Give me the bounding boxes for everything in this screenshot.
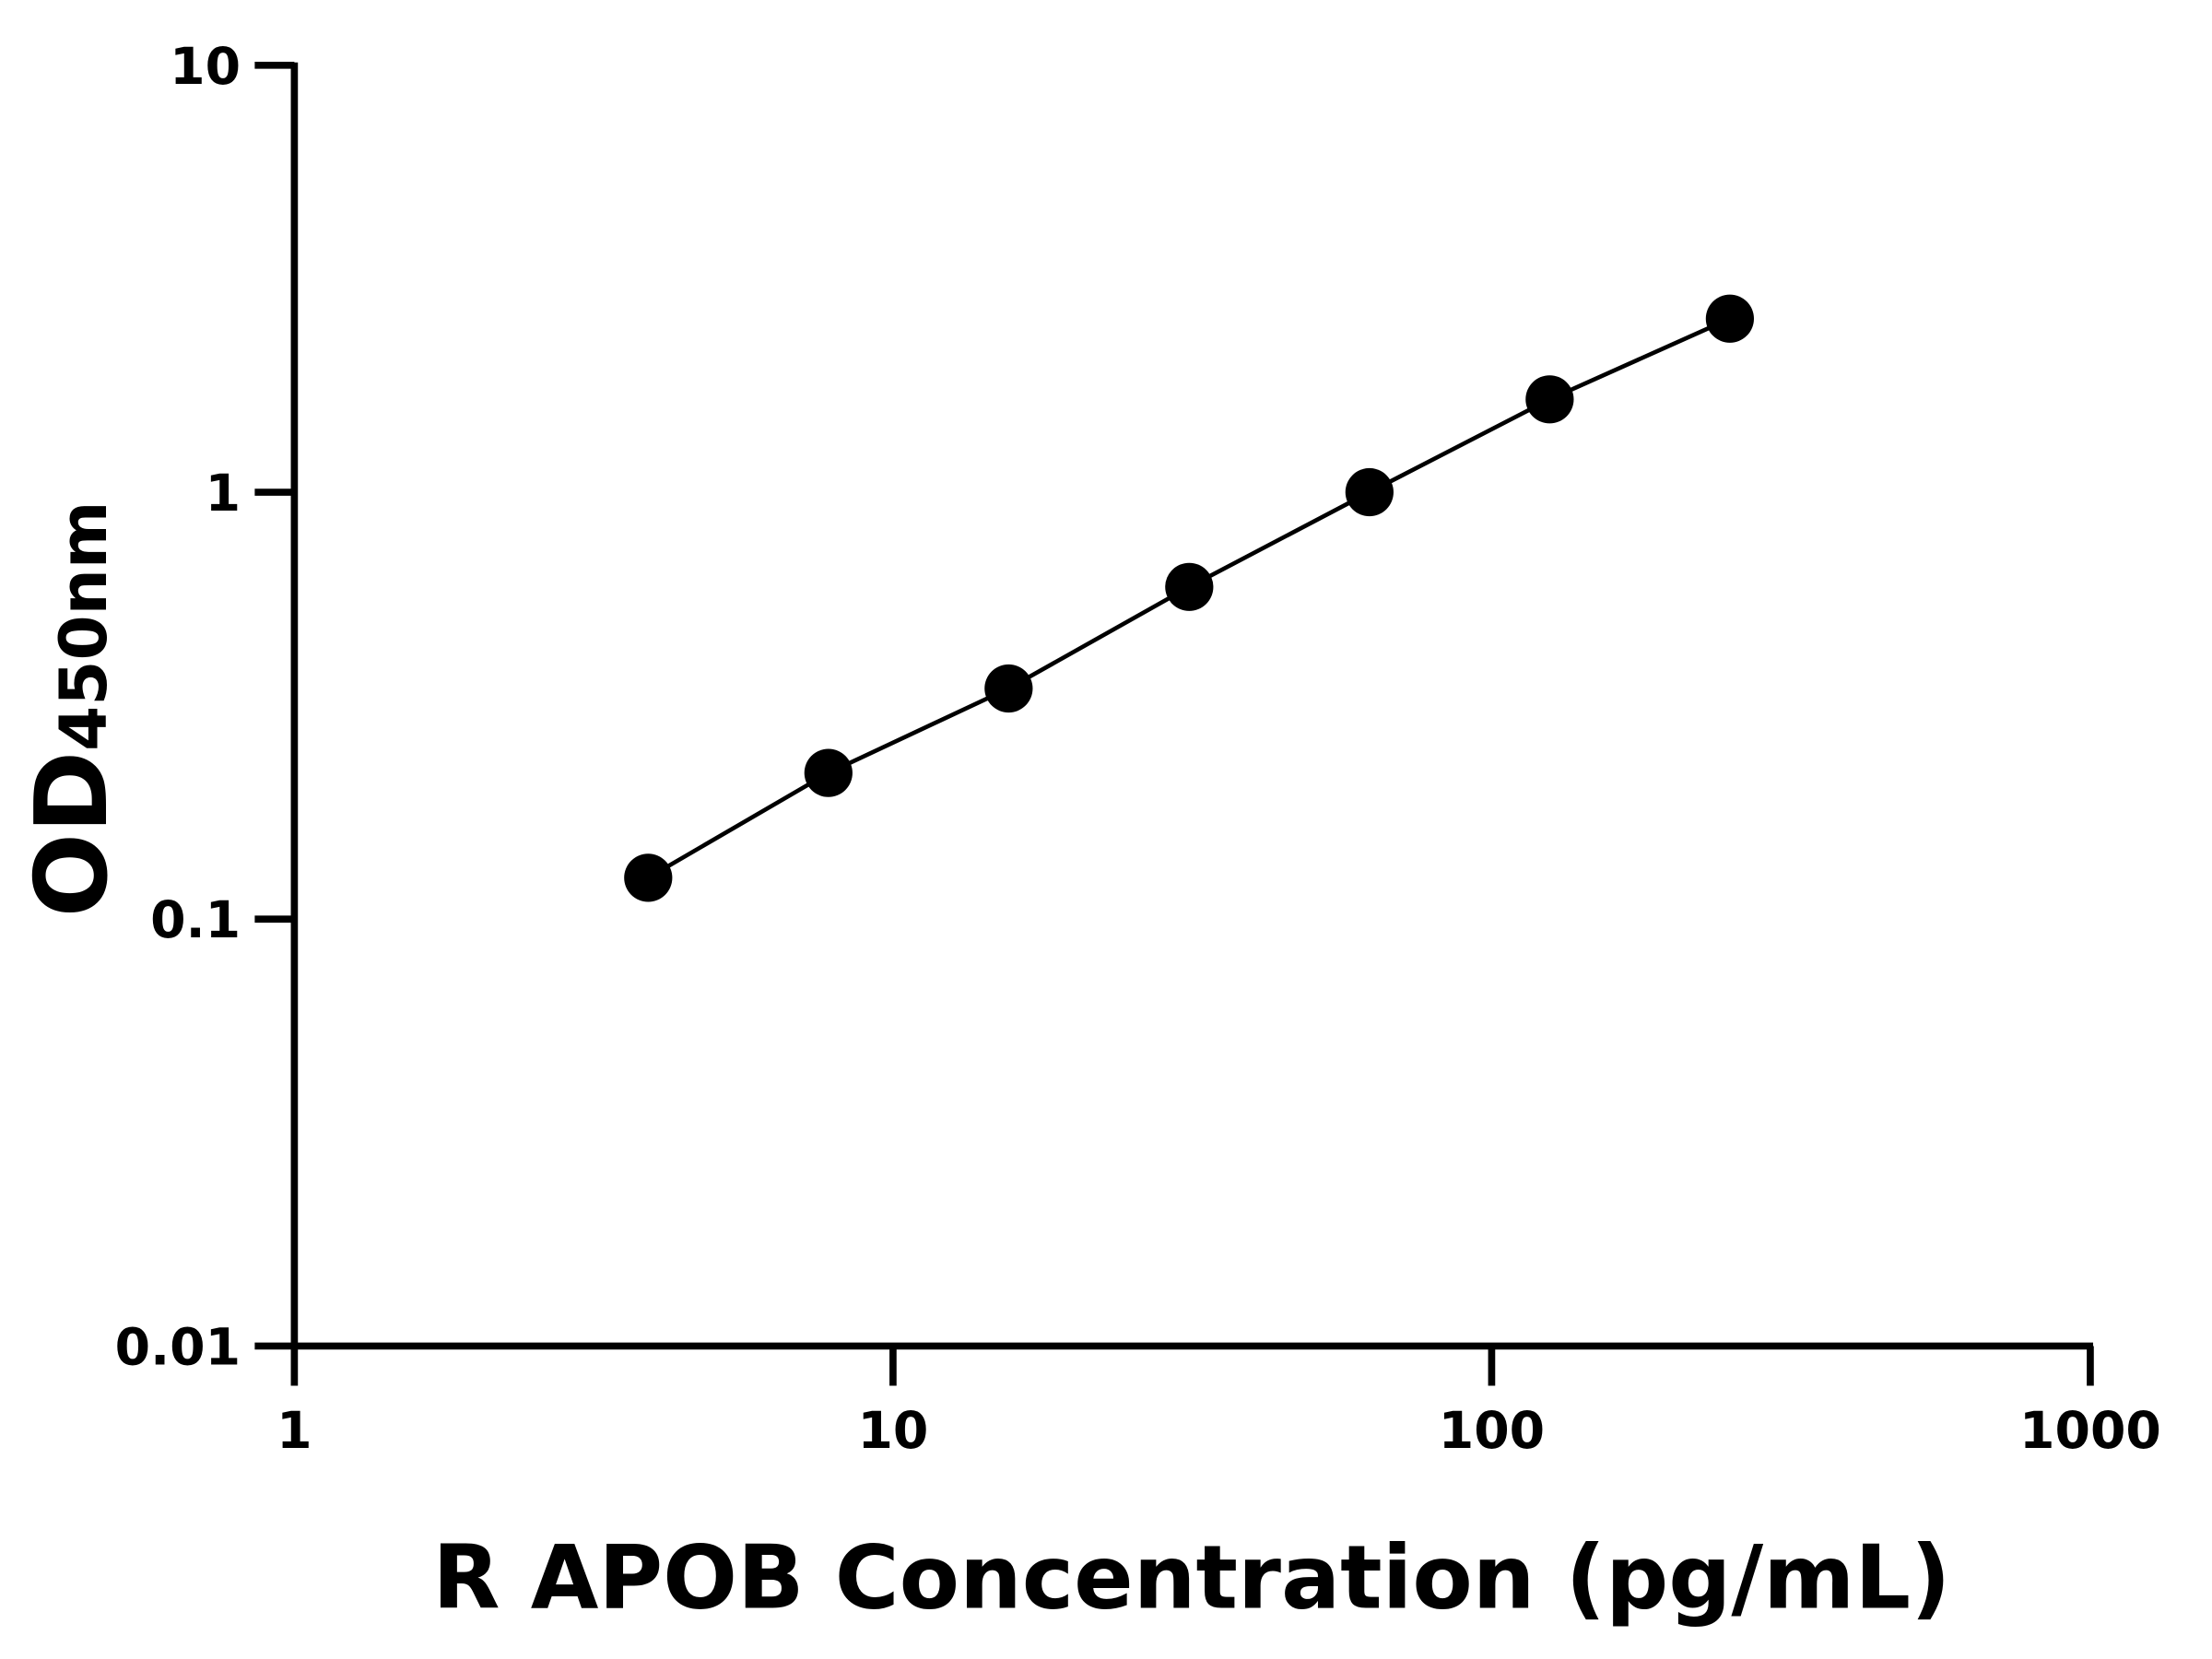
data-point: [984, 664, 1033, 713]
data-point: [1525, 375, 1574, 424]
x-tick-label: 10: [857, 1402, 928, 1461]
y-axis-label: OD450nm: [15, 501, 130, 918]
x-axis-label: R APOB Concentration (pg/mL): [432, 1528, 1950, 1630]
y-tick-label: 1: [206, 465, 241, 524]
data-point: [804, 748, 853, 797]
y-label-main: OD: [15, 751, 130, 918]
y-label-sub: 450nm: [45, 501, 122, 751]
y-tick-label: 0.1: [150, 891, 241, 950]
data-point: [624, 853, 673, 902]
x-tick-label: 1000: [2019, 1402, 2161, 1461]
data-point: [1345, 467, 1394, 517]
data-point: [1705, 294, 1754, 343]
x-tick-label: 1: [276, 1402, 312, 1461]
x-tick-label: 100: [1439, 1402, 1545, 1461]
y-tick-label: 0.01: [115, 1318, 241, 1377]
y-tick-label: 10: [170, 38, 241, 97]
data-point: [1165, 562, 1214, 611]
